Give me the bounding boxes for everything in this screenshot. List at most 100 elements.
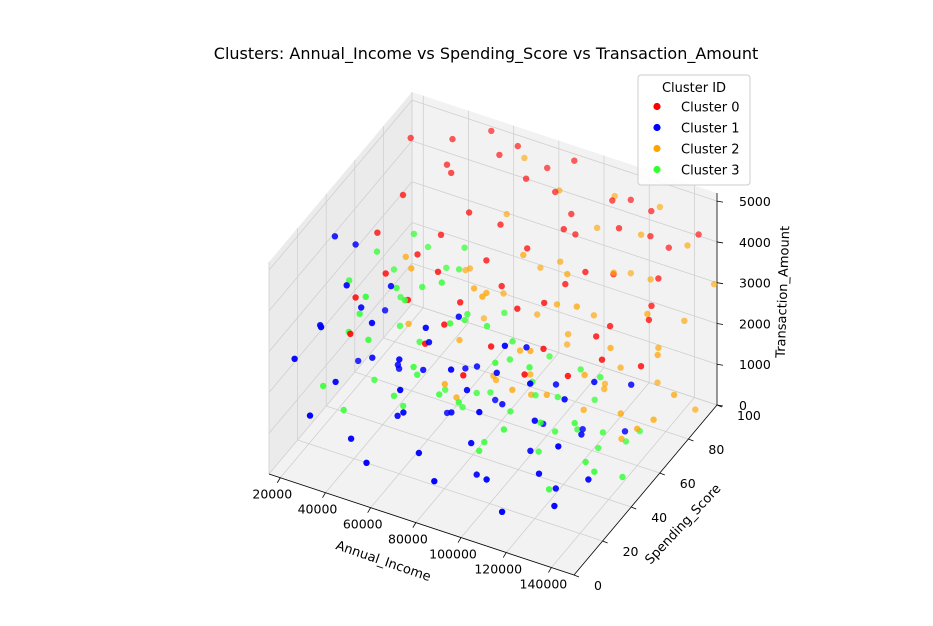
data-point-cluster-3 — [436, 391, 443, 398]
x-tick-label: 20000 — [252, 487, 292, 502]
data-point-cluster-3 — [532, 392, 539, 399]
data-point-cluster-1 — [387, 282, 395, 290]
data-point-cluster-2 — [581, 371, 588, 379]
data-point-cluster-2 — [534, 311, 541, 318]
data-point-cluster-3 — [501, 309, 508, 316]
x-grid-line — [551, 397, 695, 568]
x-tick-mark — [322, 492, 326, 498]
z-tick-label: 0 — [739, 398, 747, 413]
data-point-cluster-1 — [527, 447, 534, 454]
data-point-cluster-2 — [573, 303, 580, 310]
legend-label: Cluster 0 — [681, 101, 740, 116]
y-tick-label: 20 — [623, 544, 639, 559]
data-point-cluster-2 — [564, 331, 572, 338]
z-tick-label: 2000 — [739, 317, 771, 332]
legend-marker — [653, 102, 661, 111]
data-point-cluster-2 — [480, 315, 488, 322]
data-point-cluster-3 — [509, 338, 516, 345]
x-grid-line — [325, 322, 469, 493]
data-point-cluster-3 — [507, 408, 514, 415]
data-point-cluster-1 — [397, 386, 404, 394]
data-point-cluster-2 — [627, 270, 634, 277]
y-tick-label: 40 — [651, 510, 667, 525]
data-point-cluster-1 — [552, 381, 560, 388]
data-point-cluster-3 — [461, 244, 468, 251]
data-point-cluster-1 — [498, 508, 506, 515]
data-point-cluster-3 — [410, 230, 418, 238]
data-point-cluster-0 — [448, 169, 455, 177]
data-point-cluster-2 — [470, 285, 478, 292]
data-point-cluster-2 — [537, 264, 544, 271]
data-point-cluster-1 — [591, 378, 598, 386]
data-point-cluster-3 — [390, 392, 398, 399]
data-point-cluster-3 — [400, 402, 407, 410]
data-point-cluster-1 — [447, 366, 455, 373]
x-tick-mark — [457, 537, 462, 543]
data-point-cluster-0 — [352, 294, 359, 301]
data-point-cluster-0 — [665, 244, 672, 251]
data-point-cluster-2 — [654, 351, 661, 359]
data-point-cluster-0 — [498, 282, 505, 290]
data-point-cluster-3 — [577, 366, 584, 373]
data-point-cluster-2 — [644, 310, 651, 318]
y-grid-line — [297, 439, 603, 542]
x-grid-line — [370, 337, 514, 508]
data-point-cluster-0 — [615, 225, 623, 232]
data-point-cluster-1 — [343, 282, 350, 289]
data-point-cluster-1 — [317, 323, 325, 331]
z-tick-mark — [716, 241, 724, 244]
data-point-cluster-3 — [442, 386, 449, 393]
data-point-cluster-0 — [465, 209, 473, 216]
data-point-cluster-0 — [571, 157, 578, 164]
data-point-cluster-1 — [381, 307, 389, 314]
data-point-cluster-0 — [655, 275, 662, 282]
data-point-cluster-2 — [692, 406, 699, 413]
x-tick-label: 60000 — [343, 517, 383, 532]
data-point-cluster-0 — [568, 210, 575, 218]
data-point-cluster-2 — [563, 341, 571, 348]
data-point-cluster-3 — [346, 277, 353, 284]
z-tick-mark — [716, 404, 724, 407]
data-point-cluster-1 — [396, 356, 403, 363]
data-point-cluster-0 — [648, 302, 655, 309]
data-point-cluster-0 — [497, 221, 504, 228]
data-point-cluster-1 — [476, 408, 483, 416]
y-tick-label: 0 — [594, 578, 602, 593]
data-point-cluster-1 — [400, 409, 407, 416]
data-point-cluster-3 — [473, 389, 480, 397]
data-point-cluster-1 — [369, 354, 376, 361]
data-point-cluster-0 — [347, 330, 354, 337]
data-point-cluster-1 — [561, 396, 568, 403]
data-point-cluster-3 — [414, 371, 421, 378]
data-point-cluster-0 — [598, 356, 606, 363]
legend-label: Cluster 1 — [681, 122, 740, 137]
data-point-cluster-0 — [562, 280, 569, 288]
data-point-cluster-2 — [684, 242, 691, 249]
data-point-cluster-2 — [670, 391, 678, 398]
z-axis-label: Transaction_Amount — [774, 226, 794, 359]
data-point-cluster-2 — [441, 380, 448, 388]
data-point-cluster-2 — [656, 203, 664, 211]
left-pane — [269, 92, 412, 474]
data-point-cluster-1 — [332, 378, 339, 386]
data-point-cluster-1 — [483, 476, 490, 483]
legend-entries: Cluster 0 Cluster 1 Cluster 2 Cluster 3 — [653, 101, 740, 179]
y-tick-mark — [602, 540, 608, 544]
y-grid-line — [383, 337, 689, 440]
x-tick-label: 100000 — [429, 547, 477, 562]
data-point-cluster-1 — [523, 344, 530, 351]
data-point-cluster-0 — [514, 142, 521, 150]
z-grid-line — [268, 262, 413, 434]
z-grid-line — [268, 140, 413, 312]
data-point-cluster-2 — [637, 231, 645, 238]
x-tick-mark — [548, 567, 552, 573]
y-tick-mark — [573, 574, 580, 578]
legend-marker — [653, 165, 661, 174]
z-grid-line — [411, 262, 718, 365]
data-point-cluster-0 — [437, 231, 445, 238]
data-point-cluster-1 — [394, 412, 401, 419]
data-point-cluster-1 — [531, 417, 538, 424]
data-point-cluster-3 — [438, 279, 445, 286]
data-point-cluster-2 — [466, 265, 474, 272]
